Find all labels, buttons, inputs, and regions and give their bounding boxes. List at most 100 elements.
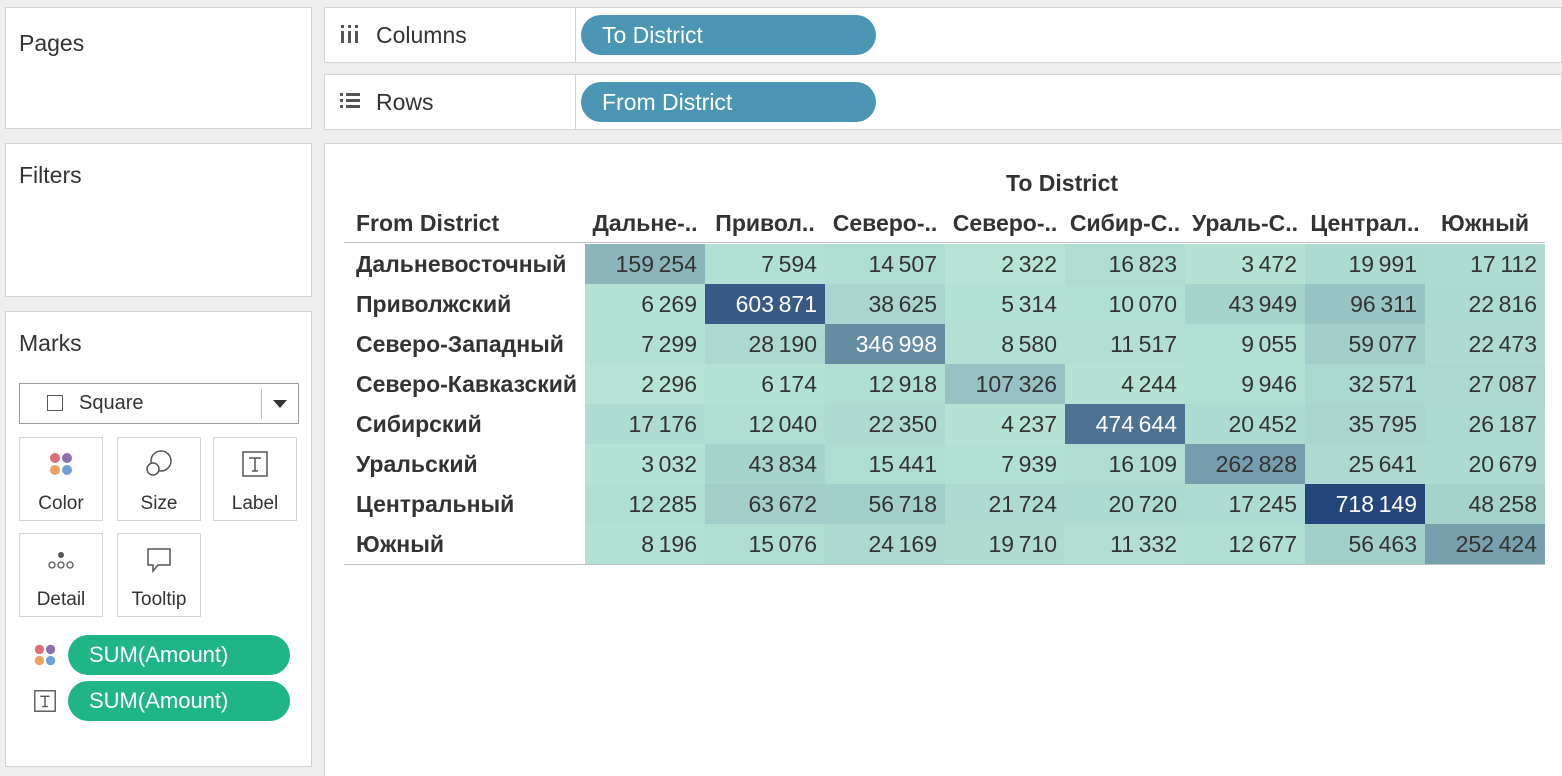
heatmap-cell[interactable]: 262 828	[1185, 444, 1305, 484]
heatmap-cell[interactable]: 56 718	[825, 484, 945, 524]
heatmap-cell[interactable]: 17 176	[585, 404, 705, 444]
color-button[interactable]: Color	[19, 437, 103, 521]
heatmap-cell[interactable]: 718 149	[1305, 484, 1425, 524]
heatmap-cell[interactable]: 14 507	[825, 244, 945, 284]
heatmap-cell[interactable]: 15 076	[705, 524, 825, 564]
heatmap-cell[interactable]: 56 463	[1305, 524, 1425, 564]
heatmap-cell[interactable]: 19 710	[945, 524, 1065, 564]
heatmap-cell[interactable]: 20 720	[1065, 484, 1185, 524]
heatmap-cell[interactable]: 11 332	[1065, 524, 1185, 564]
heatmap-cell[interactable]: 9 055	[1185, 324, 1305, 364]
heatmap-cell[interactable]: 7 299	[585, 324, 705, 364]
heatmap-cell[interactable]: 3 472	[1185, 244, 1305, 284]
heatmap-cell[interactable]: 17 245	[1185, 484, 1305, 524]
label-field-pill[interactable]: SUM(Amount)	[68, 681, 290, 721]
heatmap-cell[interactable]: 22 816	[1425, 284, 1545, 324]
heatmap-cell[interactable]: 15 441	[825, 444, 945, 484]
heatmap-cell[interactable]: 27 087	[1425, 364, 1545, 404]
row-header[interactable]: Южный	[356, 531, 444, 557]
heatmap-cell[interactable]: 24 169	[825, 524, 945, 564]
heatmap-cell[interactable]: 19 991	[1305, 244, 1425, 284]
column-header[interactable]: Дальне-..	[592, 210, 698, 236]
heatmap-cell[interactable]: 107 326	[945, 364, 1065, 404]
heatmap-cell[interactable]: 11 517	[1065, 324, 1185, 364]
detail-button[interactable]: Detail	[19, 533, 103, 617]
heatmap-cell[interactable]: 252 424	[1425, 524, 1545, 564]
heatmap-cell[interactable]: 43 949	[1185, 284, 1305, 324]
heatmap-cell[interactable]: 12 677	[1185, 524, 1305, 564]
heatmap-cell[interactable]: 22 473	[1425, 324, 1545, 364]
column-header[interactable]: Северо-..	[832, 210, 938, 236]
heatmap-cell[interactable]: 3 032	[585, 444, 705, 484]
heatmap-cell[interactable]: 16 109	[1065, 444, 1185, 484]
color-button-label: Color	[38, 493, 84, 514]
row-header[interactable]: Дальневосточный	[356, 251, 567, 277]
heatmap-cell[interactable]: 25 641	[1305, 444, 1425, 484]
heatmap-cell[interactable]: 2 296	[585, 364, 705, 404]
color-field-pill[interactable]: SUM(Amount)	[68, 635, 290, 675]
heatmap-cell[interactable]: 32 571	[1305, 364, 1425, 404]
chevron-down-icon[interactable]	[273, 400, 287, 408]
heatmap-cell[interactable]: 26 187	[1425, 404, 1545, 444]
heatmap-cell[interactable]: 7 594	[705, 244, 825, 284]
heatmap-cell[interactable]: 21 724	[945, 484, 1065, 524]
tooltip-icon	[147, 548, 171, 574]
heatmap-cell[interactable]: 12 918	[825, 364, 945, 404]
row-header[interactable]: Центральный	[356, 491, 515, 517]
heatmap-cell[interactable]: 4 244	[1065, 364, 1185, 404]
heatmap-cell[interactable]: 96 311	[1305, 284, 1425, 324]
row-header[interactable]: Северо-Западный	[356, 331, 564, 357]
row-header[interactable]: Приволжский	[356, 291, 512, 317]
heatmap-cell[interactable]: 35 795	[1305, 404, 1425, 444]
heatmap-cell[interactable]: 10 070	[1065, 284, 1185, 324]
heatmap-cell[interactable]: 8 196	[585, 524, 705, 564]
column-header[interactable]: Сибир-С..	[1069, 210, 1181, 236]
row-header[interactable]: Уральский	[356, 451, 478, 477]
row-header[interactable]: Северо-Кавказский	[356, 371, 578, 397]
heatmap-cell[interactable]: 28 190	[705, 324, 825, 364]
heatmap-cell[interactable]: 9 946	[1185, 364, 1305, 404]
column-header[interactable]: Централ..	[1310, 210, 1420, 236]
heatmap-cell[interactable]: 59 077	[1305, 324, 1425, 364]
label-button[interactable]: Label	[213, 437, 297, 521]
filters-panel[interactable]: Filters	[5, 143, 312, 297]
columns-shelf-header: Columns	[325, 8, 576, 62]
heatmap-cell[interactable]: 43 834	[705, 444, 825, 484]
heatmap-cell[interactable]: 17 112	[1425, 244, 1545, 284]
column-header[interactable]: Южный	[1441, 210, 1529, 236]
column-header[interactable]: Северо-..	[952, 210, 1058, 236]
mark-type-dropdown[interactable]: Square	[19, 383, 299, 424]
rows-field-pill[interactable]: From District	[581, 82, 876, 122]
heatmap-cell[interactable]: 12 285	[585, 484, 705, 524]
heatmap-cell[interactable]: 20 679	[1425, 444, 1545, 484]
heatmap-cell[interactable]: 8 580	[945, 324, 1065, 364]
pages-panel[interactable]: Pages	[5, 7, 312, 129]
size-button[interactable]: Size	[117, 437, 201, 521]
column-header[interactable]: Привол..	[715, 210, 815, 236]
heatmap-cell[interactable]: 7 939	[945, 444, 1065, 484]
heatmap-cell[interactable]: 5 314	[945, 284, 1065, 324]
heatmap-cell[interactable]: 2 322	[945, 244, 1065, 284]
heatmap-cell[interactable]: 6 269	[585, 284, 705, 324]
heatmap-cell[interactable]: 346 998	[825, 324, 945, 364]
columns-field-pill[interactable]: To District	[581, 15, 876, 55]
rows-shelf[interactable]: Rows From District	[324, 74, 1562, 130]
heatmap-cell[interactable]: 474 644	[1065, 404, 1185, 444]
columns-shelf[interactable]: Columns To District	[324, 7, 1562, 63]
heatmap-cell[interactable]: 12 040	[705, 404, 825, 444]
heatmap-cell[interactable]: 20 452	[1185, 404, 1305, 444]
heatmap-cell[interactable]: 63 672	[705, 484, 825, 524]
viz-canvas[interactable]: To District From District Дальне-.. Приво…	[324, 143, 1562, 776]
heatmap-cell[interactable]: 48 258	[1425, 484, 1545, 524]
heatmap-cell[interactable]: 4 237	[945, 404, 1065, 444]
heatmap-cell[interactable]: 16 823	[1065, 244, 1185, 284]
rows-shelf-header: Rows	[325, 75, 576, 129]
heatmap-cell[interactable]: 6 174	[705, 364, 825, 404]
heatmap-cell[interactable]: 159 254	[585, 244, 705, 284]
heatmap-cell[interactable]: 38 625	[825, 284, 945, 324]
heatmap-cell[interactable]: 22 350	[825, 404, 945, 444]
column-header[interactable]: Ураль-С..	[1191, 210, 1299, 236]
heatmap-cell[interactable]: 603 871	[705, 284, 825, 324]
row-header[interactable]: Сибирский	[356, 411, 482, 437]
tooltip-button[interactable]: Tooltip	[117, 533, 201, 617]
